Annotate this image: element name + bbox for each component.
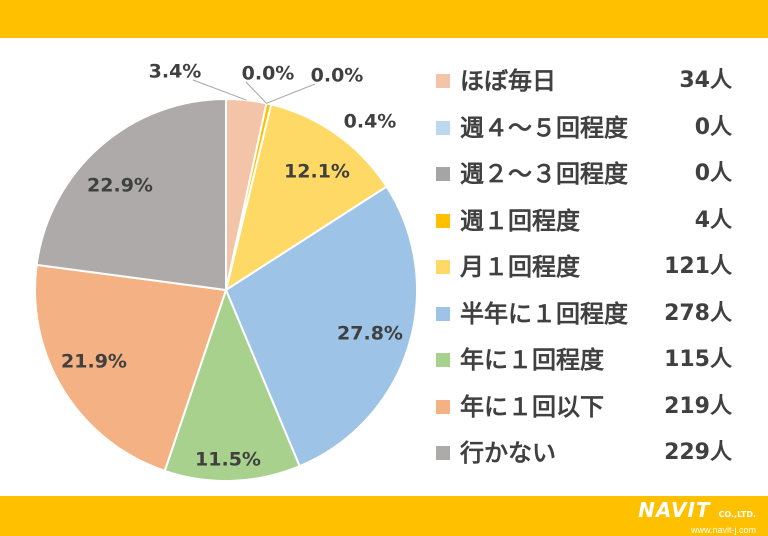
pie-slice (35, 97, 227, 292)
legend-label: 行かない (460, 439, 556, 467)
legend-swatch (436, 213, 450, 228)
data-label: 0.0% (242, 63, 295, 85)
legend-swatch (436, 167, 450, 181)
data-label: 22.9% (87, 175, 153, 197)
legend-item: 年に１回程度 115人 (436, 341, 756, 388)
legend-count: 278人 (664, 300, 732, 326)
data-label: 11.5% (195, 449, 261, 471)
legend-item: ほぼ毎日 34人 (436, 62, 756, 109)
legend-item: 半年に１回程度 278人 (436, 295, 756, 342)
legend-label: 週２～３回程度 (460, 160, 628, 188)
legend-swatch (436, 260, 450, 274)
leader-line (266, 83, 316, 104)
legend-count: 115人 (664, 347, 732, 372)
pie-slice (34, 263, 228, 473)
legend-swatch (436, 446, 450, 460)
leader-line (192, 79, 247, 101)
legend-count: 0人 (694, 114, 732, 140)
legend-label: 月１回程度 (460, 253, 580, 281)
legend: ほぼ毎日 34人 週４～５回程度 0人 週２～３回程度 0人 週１回程度 4人 月１回程度 121… (436, 62, 756, 481)
pie-slice (163, 287, 301, 482)
bottom-band (0, 496, 768, 536)
legend-count: 4人 (694, 207, 732, 233)
data-label: 0.4% (344, 111, 397, 133)
legend-count: 219人 (664, 393, 732, 419)
data-label: 21.9% (61, 351, 127, 373)
legend-swatch (436, 353, 450, 367)
logo-url: www.navit-j.com (690, 525, 756, 535)
legend-item: 月１回程度 121人 (436, 248, 756, 295)
legend-label: 半年に１回程度 (460, 299, 628, 328)
legend-item: 週４～５回程度 0人 (436, 109, 756, 156)
legend-label: 週１回程度 (460, 206, 580, 235)
legend-label: 年に１回以下 (460, 392, 604, 421)
pie-chart: 3.4% 0.0% 0.0% 0.4% 12.1% 27.8% 11.5% 21.9% 22.9… (34, 61, 418, 482)
legend-swatch (436, 120, 450, 135)
pie-slice (224, 185, 418, 468)
company-logo: NAVIT CO.,LTD. www.navit-j.com (638, 500, 756, 536)
legend-count: 0人 (694, 161, 732, 186)
logo-suffix: CO.,LTD. (718, 510, 756, 519)
leader-line (245, 81, 267, 104)
legend-count: 34人 (679, 68, 732, 93)
top-band (0, 0, 768, 38)
legend-swatch (436, 399, 450, 414)
legend-label: 週４～５回程度 (460, 113, 628, 142)
data-label: 0.0% (311, 65, 364, 87)
data-label: 12.1% (284, 161, 350, 183)
legend-item: 週２～３回程度 0人 (436, 155, 756, 202)
data-label: 3.4% (149, 61, 202, 83)
logo-name: NAVIT (638, 498, 711, 522)
legend-label: 年に１回程度 (460, 346, 604, 374)
data-label: 27.8% (337, 323, 403, 345)
legend-item: 行かない 229人 (436, 434, 756, 481)
legend-count: 229人 (664, 440, 732, 465)
legend-swatch (436, 306, 450, 321)
legend-count: 121人 (664, 254, 732, 279)
legend-item: 週１回程度 4人 (436, 202, 756, 249)
legend-item: 年に１回以下 219人 (436, 388, 756, 435)
legend-swatch (436, 74, 450, 88)
pie-slice (224, 103, 389, 293)
legend-label: ほぼ毎日 (460, 67, 556, 95)
